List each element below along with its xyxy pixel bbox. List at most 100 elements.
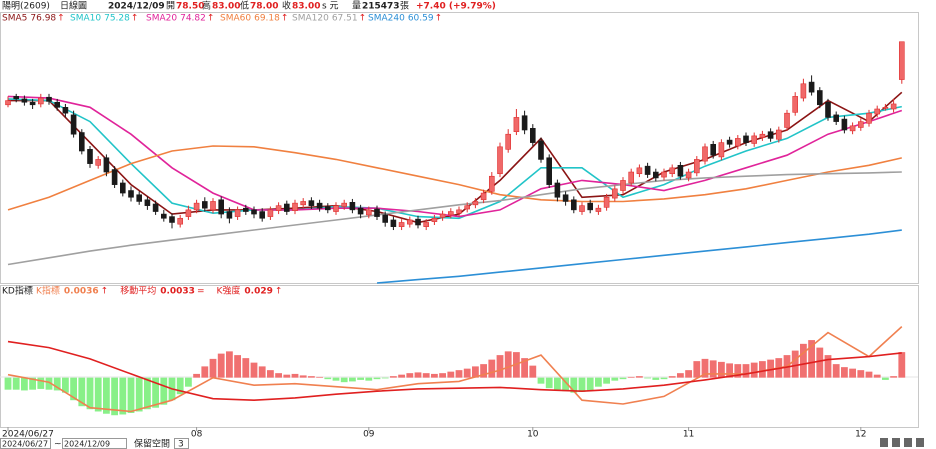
- candle-body: [29, 101, 36, 106]
- candle-body: [333, 205, 339, 212]
- field-label: 低: [240, 0, 249, 12]
- candle-body: [587, 202, 594, 211]
- histogram-bar: [685, 370, 692, 378]
- candle-body: [218, 199, 224, 215]
- candle-body: [636, 167, 643, 175]
- histogram-bar: [398, 374, 405, 378]
- histogram-bar: [152, 377, 159, 408]
- candle-body: [488, 175, 495, 192]
- x-tick-label: 2024/06/27: [2, 430, 54, 440]
- histogram-bar: [586, 377, 594, 391]
- icon[interactable]: [880, 438, 888, 447]
- line: [7, 145, 902, 211]
- histogram-bar: [849, 368, 856, 378]
- legend-value: 60.59: [408, 14, 434, 24]
- unit: s 元: [322, 2, 339, 12]
- candle-body: [46, 96, 52, 102]
- date: 2024/12/09: [108, 2, 165, 12]
- candle-body: [710, 143, 717, 156]
- candle-body: [193, 202, 200, 211]
- legend-trend: ↑: [207, 14, 215, 24]
- histogram-bar: [595, 377, 602, 387]
- candle-body: [833, 114, 840, 122]
- histogram-bar: [882, 377, 889, 380]
- candle-body: [497, 146, 503, 175]
- histogram-bar: [275, 373, 282, 378]
- histogram-bar: [70, 377, 77, 401]
- candle-body: [620, 180, 626, 191]
- icon[interactable]: [892, 438, 900, 447]
- histogram-bar: [537, 377, 545, 384]
- histogram-bar: [144, 377, 151, 410]
- volume: 215473: [362, 2, 400, 12]
- legend-trend: ↑: [435, 14, 443, 24]
- candle-body: [177, 217, 183, 225]
- candle-body: [816, 90, 823, 106]
- histogram-bar: [340, 377, 348, 383]
- histogram-bar: [365, 377, 373, 381]
- legend-trend: ↑: [359, 14, 367, 24]
- histogram-bar: [4, 377, 12, 390]
- histogram-bar: [660, 377, 668, 380]
- legend-trend: ↑: [57, 14, 65, 24]
- histogram-bar: [201, 366, 209, 378]
- line: [376, 229, 902, 284]
- candle-body: [251, 209, 257, 215]
- separator: ~: [54, 440, 62, 449]
- histogram-bar: [619, 377, 627, 380]
- candle-body: [759, 133, 766, 138]
- indicator-value: 0.0033: [160, 287, 195, 297]
- icon[interactable]: [916, 438, 924, 447]
- histogram-bar: [390, 376, 397, 378]
- candle-body: [136, 194, 142, 202]
- histogram-bar: [890, 376, 897, 378]
- histogram-bar: [381, 377, 389, 379]
- histogram-bar: [865, 371, 873, 378]
- indicator-trend: ↑: [275, 287, 283, 297]
- histogram-bar: [562, 377, 569, 392]
- histogram-bar: [332, 377, 340, 381]
- histogram-bar: [94, 377, 102, 412]
- candle-body: [882, 107, 889, 109]
- histogram-bar: [791, 350, 799, 378]
- histogram-bar: [111, 377, 118, 416]
- histogram-bar: [160, 377, 168, 405]
- histogram-bar: [86, 377, 94, 410]
- candle-body: [324, 206, 331, 211]
- candle-body: [628, 171, 635, 184]
- histogram-bar: [521, 358, 528, 378]
- histogram-bar: [841, 367, 848, 378]
- space-label: 保留空間: [134, 438, 170, 449]
- candle-body: [513, 117, 520, 132]
- legend-name: SMA120: [292, 14, 329, 24]
- histogram-bar: [439, 373, 446, 378]
- panel-title: KD指標: [2, 285, 33, 297]
- candle-body: [677, 165, 684, 177]
- candle-body: [480, 192, 487, 201]
- candle-body: [423, 222, 430, 227]
- candle-body: [784, 112, 790, 128]
- icon[interactable]: [904, 438, 912, 447]
- histogram-bar: [529, 365, 537, 378]
- candle-body: [226, 211, 233, 219]
- field-label: 高: [202, 0, 211, 12]
- histogram-bar: [611, 377, 619, 381]
- histogram-bar: [37, 377, 45, 389]
- candle-body: [161, 213, 167, 219]
- legend-name: SMA10: [70, 14, 101, 24]
- histogram-bar: [447, 371, 455, 378]
- x-tick-label: 08: [191, 430, 203, 440]
- field-value: 78.00: [250, 2, 278, 12]
- candle-body: [79, 132, 85, 152]
- histogram-bar: [463, 368, 471, 378]
- histogram-bar: [316, 376, 323, 378]
- candle-body: [292, 202, 298, 212]
- histogram-bar: [21, 377, 28, 391]
- histogram-bar: [349, 377, 356, 382]
- line: [7, 95, 903, 218]
- candle-body: [898, 41, 905, 80]
- candle-body: [825, 101, 831, 118]
- histogram-bar: [242, 358, 250, 378]
- histogram-bar: [668, 376, 676, 378]
- candle-body: [341, 202, 348, 207]
